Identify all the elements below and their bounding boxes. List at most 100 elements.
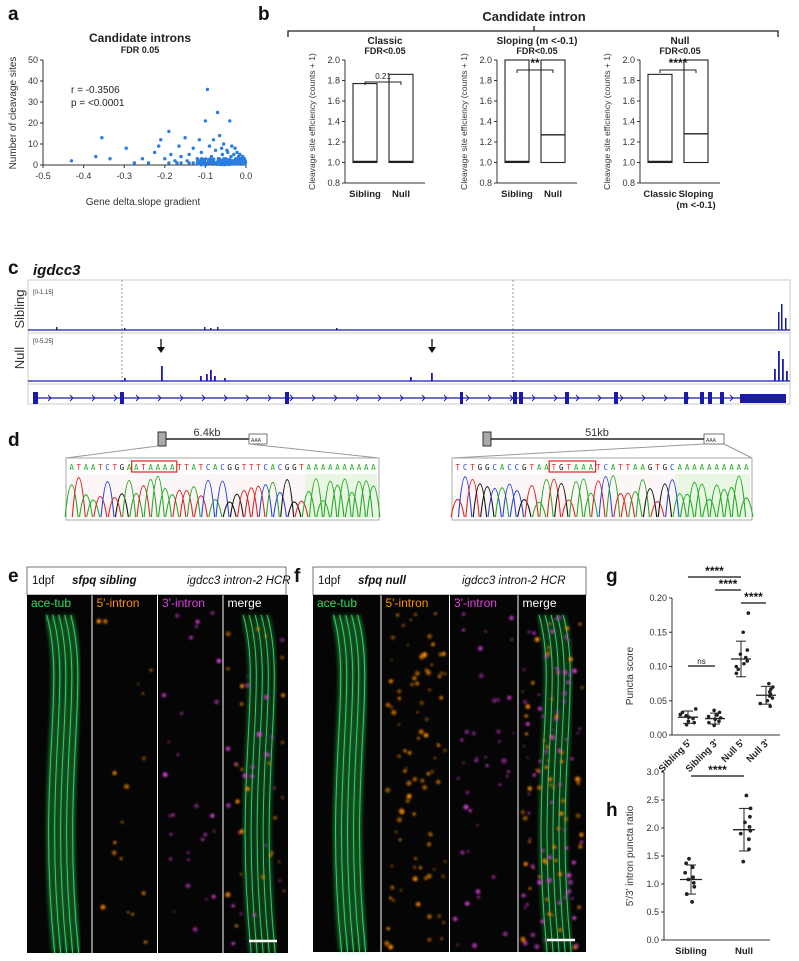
hcr-punctum bbox=[412, 876, 418, 882]
panel-b-header-bracket bbox=[287, 30, 779, 37]
panel-e-stage: 1dpf bbox=[32, 575, 55, 587]
trace-peak bbox=[150, 476, 165, 518]
trace-peak bbox=[114, 493, 129, 518]
hcr-punctum bbox=[168, 814, 172, 817]
hcr-punctum bbox=[484, 756, 487, 759]
null-coverage-bar bbox=[774, 369, 776, 381]
trace-peak bbox=[337, 478, 352, 518]
hcr-punctum bbox=[537, 706, 543, 711]
hcr-punctum bbox=[532, 631, 536, 636]
base-call: G bbox=[285, 463, 290, 472]
hcr-punctum bbox=[420, 778, 425, 783]
hcr-punctum bbox=[443, 860, 447, 863]
a-point bbox=[219, 158, 224, 163]
trace-peak bbox=[731, 476, 747, 518]
hcr-punctum bbox=[280, 637, 285, 643]
hcr-punctum bbox=[560, 750, 564, 755]
base-call: A bbox=[191, 463, 196, 472]
hcr-punctum bbox=[554, 714, 559, 718]
base-call: T bbox=[655, 463, 660, 472]
axon-fiber bbox=[58, 614, 68, 954]
trace-peak bbox=[568, 481, 584, 518]
hcr-punctum bbox=[523, 700, 528, 705]
zoom-line-right-l bbox=[451, 443, 705, 459]
hcr-punctum bbox=[406, 793, 412, 799]
hcr-punctum bbox=[427, 842, 432, 847]
micrograph-0 bbox=[313, 595, 381, 952]
axon-fiber bbox=[562, 614, 572, 953]
hcr-punctum bbox=[239, 702, 244, 706]
hcr-punctum bbox=[264, 694, 269, 700]
axon-fiber bbox=[333, 614, 343, 953]
g-point bbox=[712, 708, 716, 713]
base-call: G bbox=[292, 463, 297, 472]
hcr-punctum bbox=[412, 812, 416, 816]
hcr-punctum bbox=[281, 796, 284, 799]
trace-peak bbox=[716, 489, 732, 518]
a-point bbox=[179, 154, 183, 159]
hcr-punctum bbox=[465, 790, 470, 794]
panel-f-header-box bbox=[312, 566, 587, 596]
null-coverage-bar bbox=[200, 376, 202, 381]
panel-a-title: Candidate introns bbox=[89, 31, 191, 45]
hcr-punctum bbox=[414, 670, 420, 676]
b-chart-title: Sloping (m <-0.1) bbox=[497, 36, 578, 47]
hcr-punctum bbox=[245, 786, 250, 792]
hcr-punctum bbox=[530, 864, 535, 869]
hcr-punctum bbox=[390, 705, 393, 709]
null-coverage-bar bbox=[210, 370, 212, 381]
hcr-punctum bbox=[550, 800, 554, 804]
axon-fiber bbox=[357, 614, 367, 953]
base-call: G bbox=[559, 463, 564, 472]
hcr-punctum bbox=[264, 752, 270, 758]
hcr-punctum bbox=[427, 914, 432, 919]
hcr-punctum bbox=[578, 727, 582, 730]
hcr-punctum bbox=[546, 878, 552, 883]
trace-peak bbox=[229, 493, 244, 518]
a-point bbox=[108, 157, 112, 161]
g-point bbox=[692, 720, 697, 725]
hcr-punctum bbox=[575, 813, 581, 819]
hcr-punctum bbox=[472, 942, 478, 949]
motif-box bbox=[131, 460, 178, 473]
b-ylabel: Cleavage site efficiency (counts + 1) bbox=[307, 53, 317, 190]
b-chart-subtitle: FDR<0.05 bbox=[516, 46, 557, 56]
a-xtick-label: -0.4 bbox=[76, 171, 92, 181]
base-call: A bbox=[744, 463, 749, 472]
trace-peak bbox=[301, 491, 316, 518]
base-call: T bbox=[177, 463, 182, 472]
h-ytick-label: 1.5 bbox=[646, 851, 659, 861]
hcr-punctum bbox=[112, 770, 117, 776]
base-call: A bbox=[321, 463, 326, 472]
base-call: A bbox=[677, 463, 682, 472]
a-point bbox=[177, 144, 181, 148]
b-ytick-label: 1.4 bbox=[479, 117, 492, 127]
hcr-punctum bbox=[239, 829, 244, 834]
base-call: T bbox=[77, 463, 82, 472]
a-point bbox=[175, 161, 179, 165]
hcr-punctum bbox=[545, 745, 550, 749]
panel-label-d: d bbox=[8, 430, 20, 451]
hcr-punctum bbox=[566, 872, 572, 878]
hcr-punctum bbox=[442, 921, 446, 924]
a-point bbox=[229, 154, 233, 159]
gene-strand-arrow bbox=[707, 394, 712, 402]
base-call: T bbox=[141, 463, 146, 472]
hcr-punctum bbox=[205, 898, 208, 901]
base-call: A bbox=[91, 463, 96, 472]
b-ytick-label: 1.4 bbox=[327, 117, 340, 127]
a-point bbox=[191, 161, 195, 165]
h-point bbox=[690, 865, 695, 870]
base-call: A bbox=[700, 463, 705, 472]
hcr-punctum bbox=[523, 861, 528, 867]
hcr-punctum bbox=[268, 854, 272, 858]
a-point bbox=[226, 150, 230, 155]
base-call: C bbox=[105, 463, 110, 472]
g-ytick-label: 0.00 bbox=[649, 730, 667, 740]
hcr-punctum bbox=[396, 613, 400, 617]
hcr-punctum bbox=[169, 833, 173, 836]
trace-peak bbox=[330, 484, 345, 518]
trace-peak bbox=[265, 481, 280, 518]
hcr-punctum bbox=[407, 750, 412, 755]
